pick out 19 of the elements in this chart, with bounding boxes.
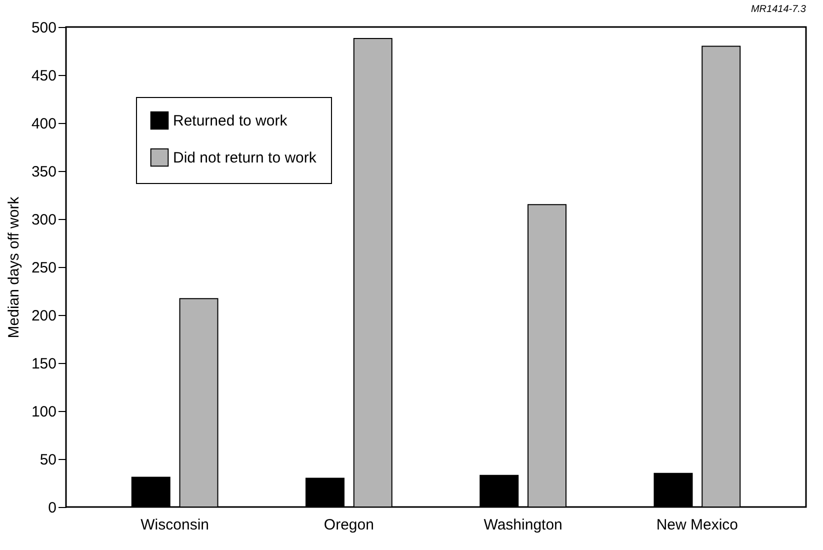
text: MR1414-7.3: [750, 4, 806, 15]
y-tick-label: 500: [31, 20, 56, 36]
legend-label: Returned to work: [173, 112, 288, 130]
y-tick-label: 350: [31, 164, 56, 180]
x-tick-label: Washington: [484, 516, 562, 534]
y-tick-label: 250: [31, 260, 56, 276]
x-tick-label: Oregon: [324, 516, 374, 534]
y-tick-label: 450: [31, 68, 56, 84]
y-tick-label: 150: [31, 356, 56, 372]
y-tick-label: 0: [48, 500, 56, 516]
y-tick-label: 50: [40, 452, 56, 468]
x-tick-label: Wisconsin: [140, 516, 210, 534]
y-axis-title: Median days off work: [5, 196, 22, 338]
y-tick-label: 200: [31, 308, 56, 324]
y-tick-label: 300: [31, 212, 56, 228]
y-tick-label: 100: [31, 404, 56, 420]
legend-label: Did not return to work: [173, 150, 317, 166]
x-tick-label: New Mexico: [656, 516, 738, 534]
y-tick-label: 400: [31, 116, 56, 132]
